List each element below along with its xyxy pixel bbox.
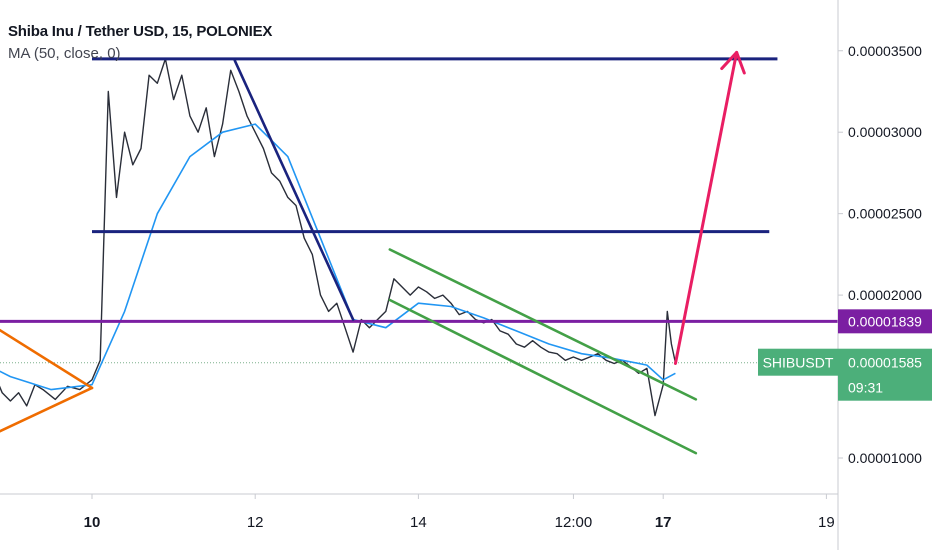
trend-line-1	[233, 59, 355, 321]
trend-line-2	[0, 328, 94, 390]
price-axis-background	[838, 0, 932, 550]
price-tick-label-4: 0.00002000	[848, 287, 922, 303]
level-price-badge	[838, 309, 932, 334]
countdown-text: 09:31	[848, 380, 883, 396]
time-tick-label-3: 14	[410, 514, 427, 531]
chart-legend: Shiba Inu / Tether USD, 15, POLONIEX MA …	[8, 21, 272, 65]
trend-line-4	[388, 248, 698, 401]
ma50-series	[0, 123, 676, 391]
price-tick-label-3: 0.00002500	[848, 206, 922, 222]
symbol-badge-text: SHIBUSDT	[763, 355, 834, 371]
price-tick-label-1: 0.00003500	[848, 43, 922, 59]
projection-arrow-head	[720, 50, 746, 75]
time-tick-label-4: 12:00	[555, 514, 593, 531]
price-tick-label-5: 0.00001000	[848, 450, 922, 466]
current-price-text: 0.00001585	[848, 355, 922, 371]
symbol-badge	[758, 348, 838, 376]
legend-indicator: MA (50, close, 0)	[8, 45, 121, 62]
time-tick-label-5: 17	[655, 514, 672, 531]
price-badges: 0.00001839 SHIBUSDT 0.00001585 09:31	[758, 309, 932, 401]
current-price-badge	[838, 348, 932, 401]
axes: 0.00003500 0.00003000 0.00002500 0.00002000…	[84, 43, 923, 531]
projection-arrow-shaft	[673, 50, 739, 366]
level-price-badge-text: 0.00001839	[848, 313, 922, 329]
time-tick-label-2: 12	[247, 514, 264, 531]
price-series	[0, 58, 677, 417]
trend-line-3	[0, 386, 94, 433]
time-tick-label-6: 19	[818, 514, 835, 531]
legend-title: Shiba Inu / Tether USD, 15, POLONIEX	[8, 23, 273, 40]
trend-line-5	[388, 298, 698, 455]
time-tick-label-1: 10	[84, 514, 101, 531]
price-tick-label-2: 0.00003000	[848, 124, 922, 140]
plot-area[interactable]	[0, 50, 851, 455]
